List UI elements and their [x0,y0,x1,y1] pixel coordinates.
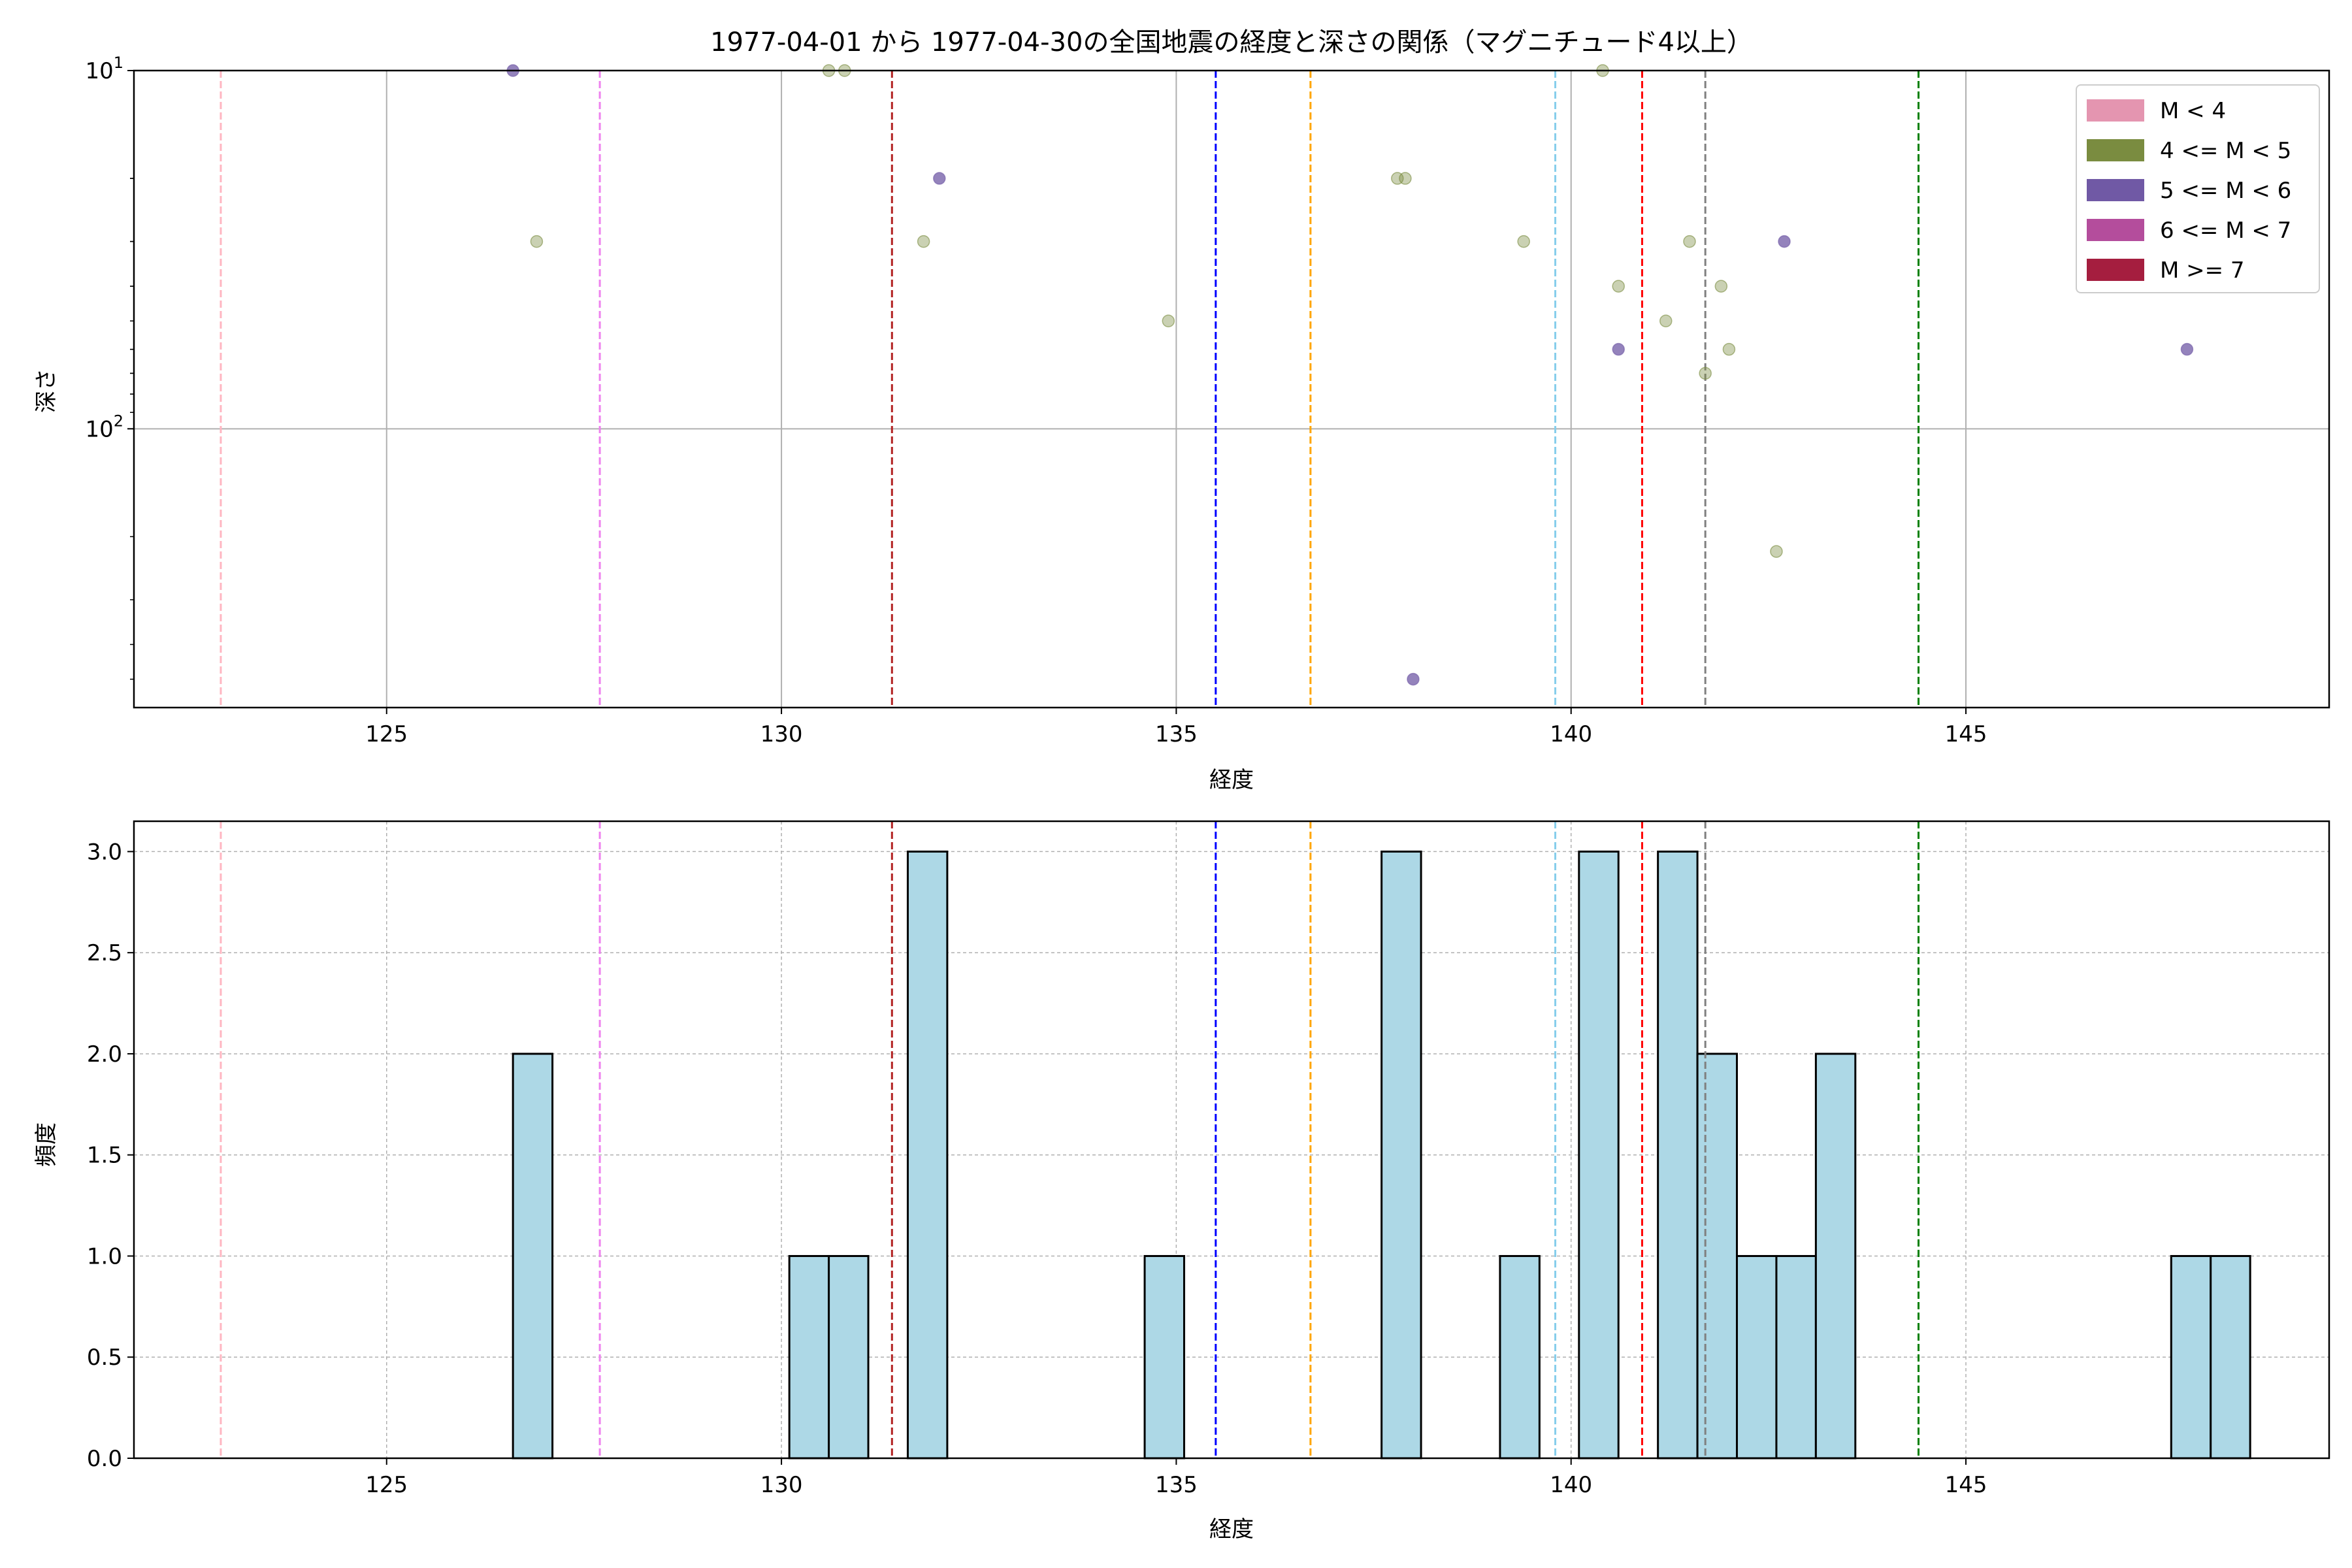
scatter-point [1683,235,1696,248]
histogram-bars [512,850,2251,1460]
scatter-panel: 125 130 135 140 145 101 102 経度 深さ M < 4 4 <= M … [33,54,2330,793]
legend-swatch [2087,259,2144,281]
histogram-bar [1499,1254,1541,1460]
legend-label: 5 <= M < 6 [2160,178,2291,204]
scatter-x-tick-label: 135 [1155,721,1198,747]
legend-label: 6 <= M < 7 [2160,218,2291,244]
histogram-bar [512,1053,554,1460]
histogram-y-tick-label: 1.0 [87,1243,122,1269]
scatter-point [933,172,946,185]
scatter-axes: 125 130 135 140 145 101 102 [85,54,2330,747]
scatter-x-tick-label: 125 [365,721,408,747]
legend-label: M < 4 [2160,98,2226,124]
scatter-x-axis-label: 経度 [1209,767,1254,793]
scatter-point [1407,672,1420,686]
scatter-y-tick-label: 101 [85,54,123,84]
legend-swatch [2087,139,2144,161]
scatter-legend: M < 4 4 <= M < 5 5 <= M < 6 6 <= M < 7 M >= … [2076,84,2320,293]
histogram-y-tick-label: 3.0 [87,839,122,865]
histogram-y-tick-label: 1.5 [87,1143,122,1169]
histogram-bar [2210,1254,2251,1460]
legend-swatch [2087,179,2144,201]
scatter-x-tick-label: 140 [1550,721,1592,747]
legend-label: M >= 7 [2160,257,2245,284]
scatter-point [1612,280,1625,293]
histogram-y-tick-label: 2.0 [87,1041,122,1068]
histogram-bar [828,1254,870,1460]
scatter-chart-title: 1977-04-01 から 1977-04-30の全国地震の経度と深さの関係（マ… [710,27,1753,57]
scatter-x-tick-label: 130 [760,721,803,747]
legend-swatch [2087,99,2144,122]
histogram-x-axis-label: 経度 [1209,1516,1254,1543]
scatter-x-tick-label: 145 [1945,721,1987,747]
scatter-point [1659,314,1673,328]
histogram-y-tick-label: 2.5 [87,940,122,966]
histogram-bar [1696,1053,1739,1460]
legend-label: 4 <= M < 5 [2160,138,2291,164]
histogram-bar [1578,850,1620,1460]
scatter-point [2180,342,2194,356]
scatter-point [1722,342,1736,356]
histogram-plot-frame [133,820,2330,1460]
histogram-x-tick-label: 145 [1945,1472,1987,1498]
histogram-x-tick-label: 125 [365,1472,408,1498]
scatter-point [1517,235,1530,248]
scatter-point [1699,367,1712,380]
scatter-plot-frame [133,69,2330,709]
histogram-bar [1814,1053,1857,1460]
scatter-points [506,64,2194,686]
histogram-bar [1657,850,1699,1460]
histogram-bar [1143,1254,1185,1460]
histogram-x-tick-label: 140 [1550,1472,1592,1498]
histogram-grid [134,821,2329,1459]
scatter-point [1770,545,1783,558]
scatter-point [1714,280,1728,293]
histogram-y-tick-label: 0.0 [87,1446,122,1472]
scatter-point [1399,172,1412,185]
histogram-x-tick-label: 130 [760,1472,803,1498]
legend-swatch [2087,219,2144,241]
histogram-bar [1736,1254,1778,1460]
histogram-reference-lines [220,821,1920,1458]
histogram-y-axis-label: 頻度 [33,1122,59,1167]
histogram-axes: 125 130 135 140 145 0.0 0.5 1.0 1.5 2.0 2.5 3.0 [87,820,2330,1498]
histogram-y-tick-label: 0.5 [87,1345,122,1371]
scatter-point [1612,342,1625,356]
histogram-bar [1775,1254,1817,1460]
scatter-point [1778,235,1791,248]
scatter-y-tick-label: 102 [85,412,123,442]
scatter-point [917,235,930,248]
histogram-bar [2170,1254,2212,1460]
scatter-grid [134,70,2329,708]
scatter-point [1162,314,1175,328]
histogram-bar [788,1254,830,1460]
histogram-bar [1380,850,1422,1460]
histogram-x-tick-label: 135 [1155,1472,1198,1498]
histogram-bar [906,850,949,1460]
scatter-point [530,235,544,248]
scatter-y-axis-label: 深さ [33,368,59,413]
scatter-reference-lines [220,71,1920,708]
